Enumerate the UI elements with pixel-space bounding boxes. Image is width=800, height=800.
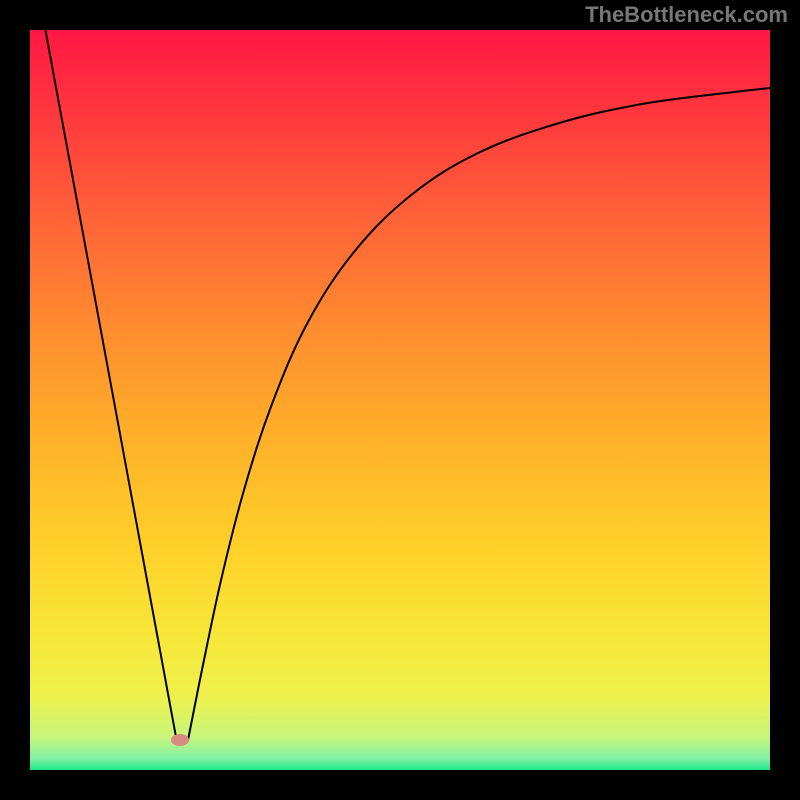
attribution-text: TheBottleneck.com bbox=[585, 2, 788, 28]
plot-area bbox=[0, 0, 800, 800]
minimum-marker bbox=[171, 734, 189, 746]
chart-canvas: TheBottleneck.com bbox=[0, 0, 800, 800]
gradient-background bbox=[30, 30, 770, 770]
